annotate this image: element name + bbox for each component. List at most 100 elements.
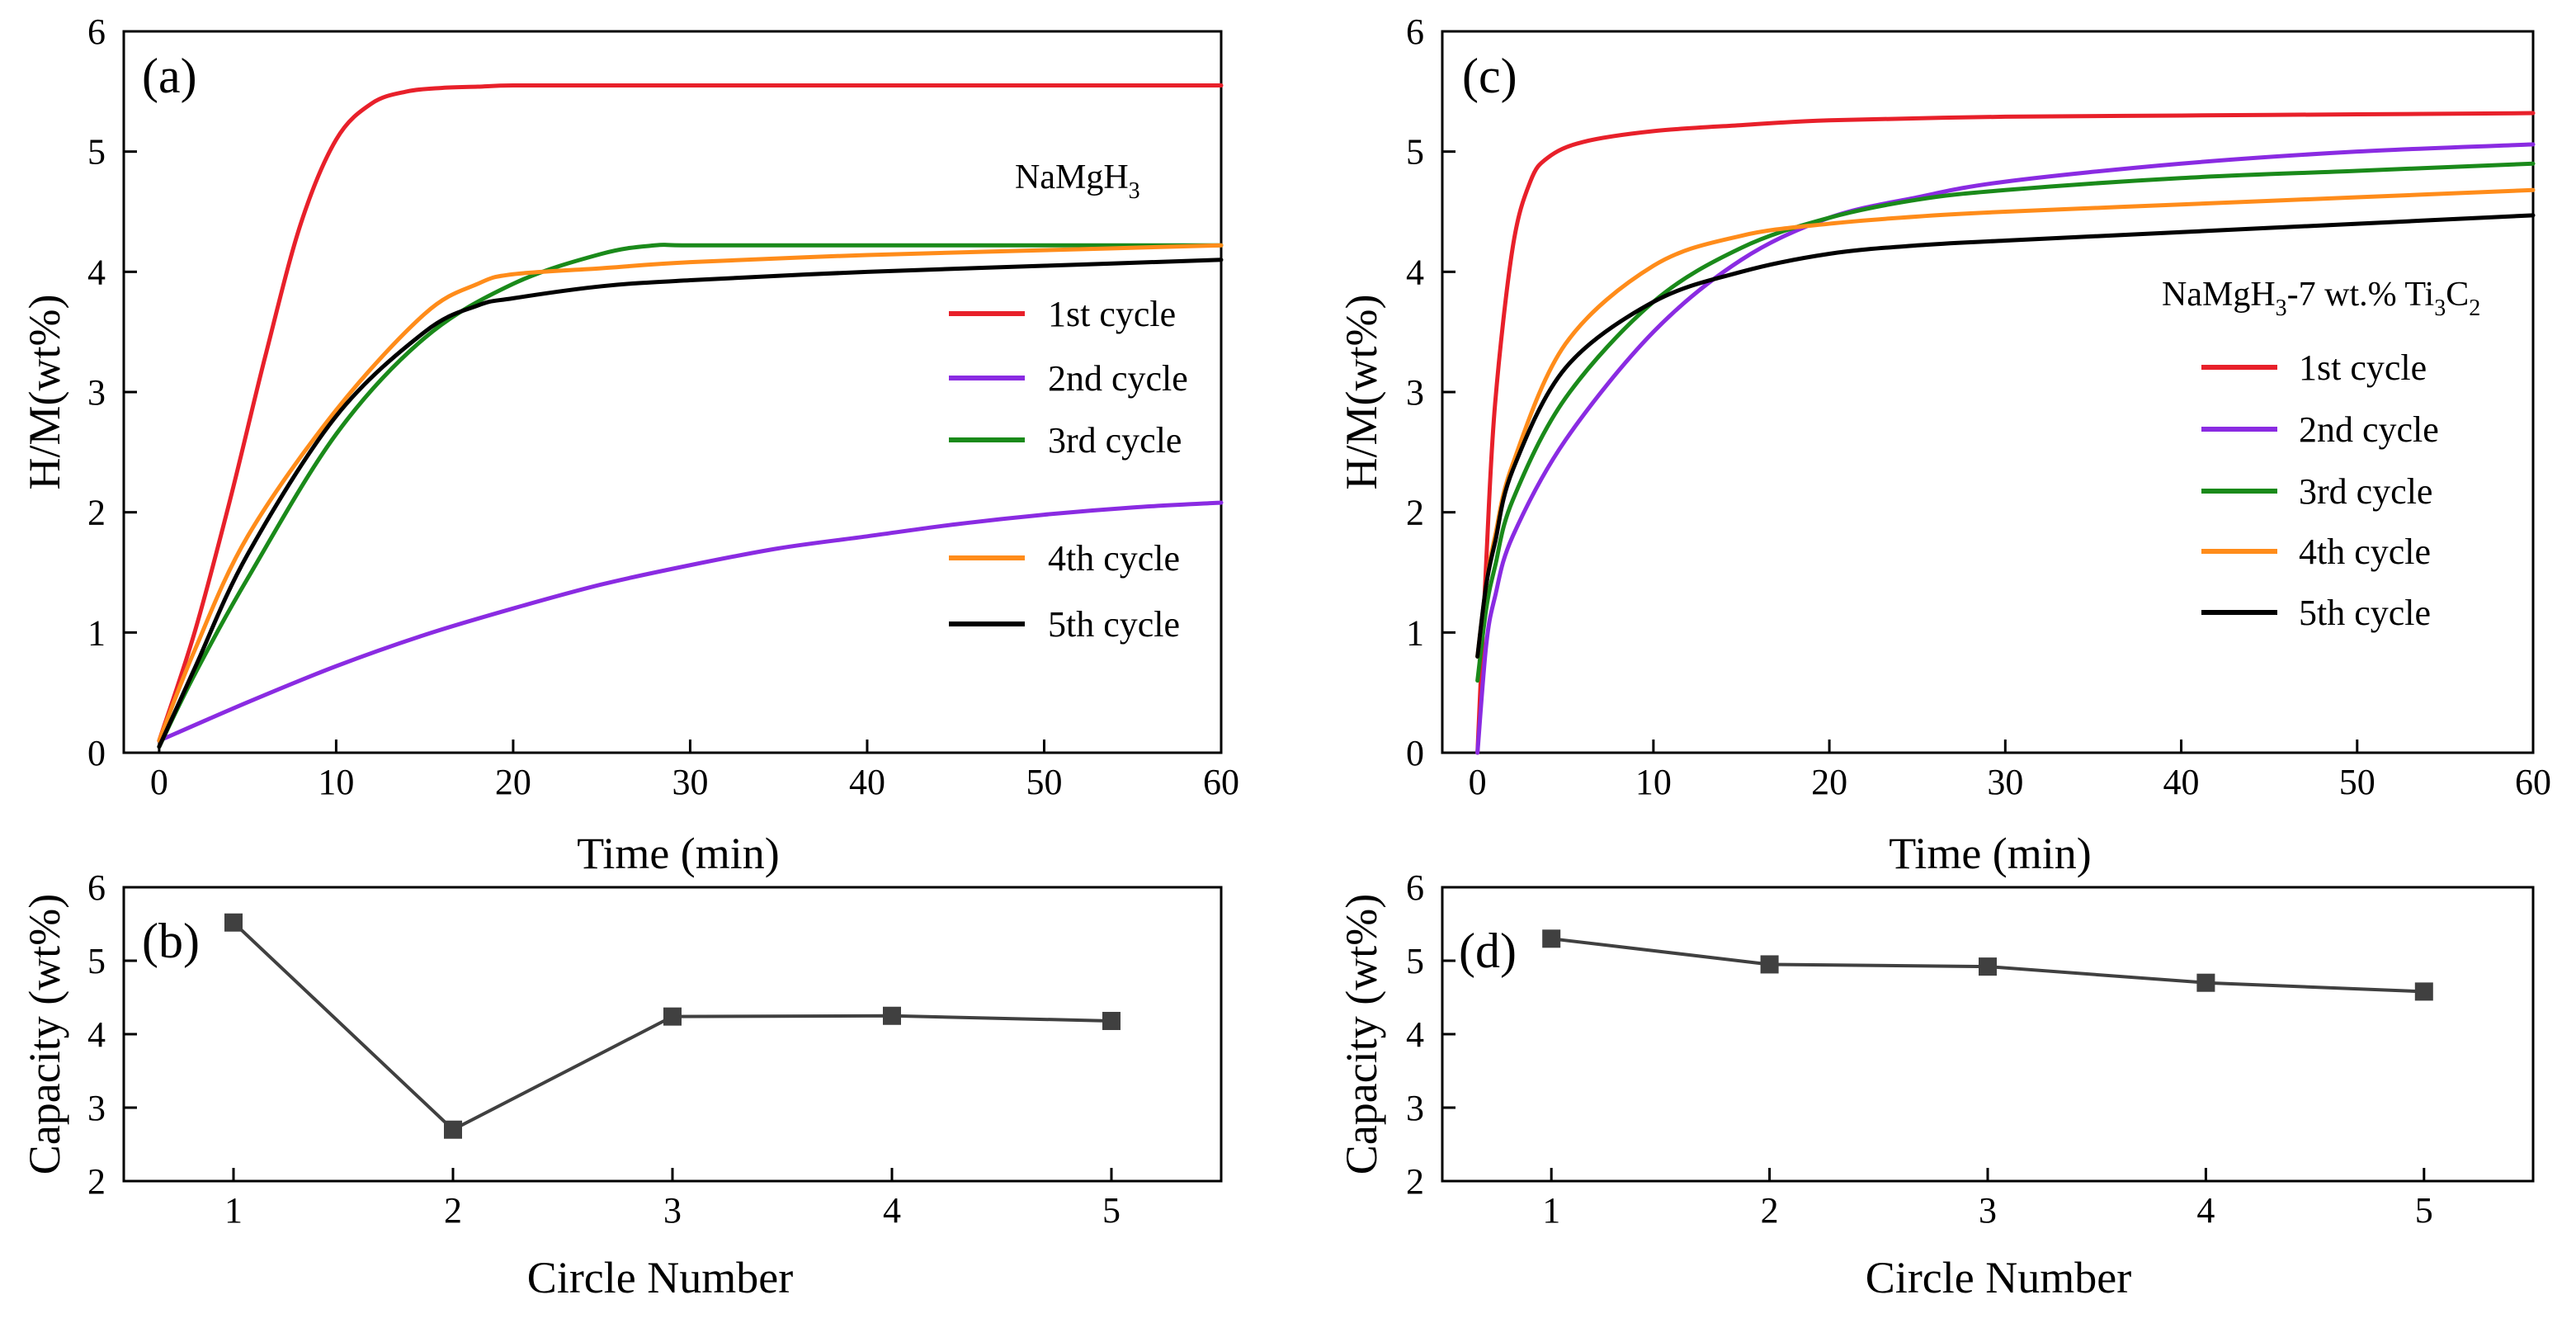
legend-label-5: 5th cycle	[1048, 604, 1180, 645]
y-tick-label: 4	[87, 1014, 106, 1055]
x-tick-label: 60	[1203, 762, 1239, 802]
panel-c: 0 10 20 30 40 50 60 0 1 2 3 4 5 6 (c) NaMgH3-7 wt.% …	[1337, 12, 2551, 878]
capacity-point-1	[1542, 929, 1561, 948]
panel-a-legend: 1st cycle 2nd cycle 3rd cycle 4th cycle 5th …	[949, 294, 1188, 645]
legend-label-1: 1st cycle	[1048, 294, 1176, 334]
panel-d-x-axis-title: Circle Number	[1866, 1253, 2131, 1302]
panel-d-x-ticks: 1 2 3 4 5	[1542, 1168, 2433, 1231]
panel-d-series	[1542, 929, 2433, 1001]
x-tick-label: 40	[849, 762, 885, 802]
legend-label-4: 4th cycle	[2299, 532, 2431, 572]
panel-c-letter: (c)	[1462, 49, 1517, 103]
capacity-point-4	[883, 1006, 901, 1025]
y-tick-label: 5	[1406, 132, 1424, 172]
panel-c-y-axis-title: H/M(wt%)	[1337, 295, 1386, 490]
legend-label-2: 2nd cycle	[2299, 409, 2439, 450]
legend-label-5: 5th cycle	[2299, 593, 2431, 633]
y-tick-label: 2	[1406, 1161, 1424, 1202]
panel-b-y-ticks: 2 3 4 5 6	[87, 867, 137, 1202]
panel-d-frame	[1441, 886, 2535, 1183]
panel-b: 1 2 3 4 5 2 3 4 5 6 (b) Circle Number Capacity (…	[20, 867, 1223, 1302]
y-tick-label: 5	[1406, 941, 1424, 981]
series-line-2	[1475, 142, 2536, 755]
y-tick-label: 1	[87, 612, 106, 653]
panel-c-x-ticks: 0 10 20 30 40 50 60	[1469, 740, 2551, 802]
x-tick-label: 0	[1469, 762, 1487, 802]
capacity-point-3	[663, 1007, 682, 1026]
legend-label-1: 1st cycle	[2299, 347, 2427, 388]
y-tick-label: 6	[87, 12, 106, 52]
y-tick-label: 4	[1406, 1014, 1424, 1055]
series-line-3	[157, 243, 1224, 749]
series-line-5	[157, 258, 1224, 749]
x-tick-label: 10	[318, 762, 354, 802]
x-tick-label: 50	[2339, 762, 2375, 802]
x-tick-label: 1	[1542, 1190, 1560, 1231]
panel-c-legend: 1st cycle 2nd cycle 3rd cycle 4th cycle 5th …	[2201, 347, 2439, 633]
capacity-point-4	[2196, 973, 2215, 992]
y-tick-label: 6	[87, 867, 106, 908]
panel-a-series	[157, 83, 1224, 749]
y-tick-label: 2	[87, 1161, 106, 1202]
legend-label-3: 3rd cycle	[2299, 471, 2432, 512]
capacity-point-2	[1760, 955, 1779, 974]
panel-c-annotation: NaMgH3-7 wt.% Ti3C2	[2162, 276, 2480, 321]
legend-label-3: 3rd cycle	[1048, 420, 1182, 461]
x-tick-label: 5	[2415, 1190, 2433, 1231]
y-tick-label: 3	[87, 1088, 106, 1128]
y-tick-label: 5	[87, 941, 106, 981]
panel-d: 1 2 3 4 5 2 3 4 5 6 (d) Circle Number Capacity (…	[1337, 867, 2535, 1302]
y-tick-label: 3	[87, 372, 106, 413]
y-tick-label: 6	[1406, 12, 1424, 52]
panel-c-y-ticks: 0 1 2 3 4 5 6	[1406, 12, 1455, 773]
y-tick-label: 6	[1406, 867, 1424, 908]
y-tick-label: 4	[87, 252, 106, 292]
series-line-2	[157, 500, 1224, 743]
x-tick-label: 40	[2163, 762, 2200, 802]
panel-b-x-ticks: 1 2 3 4 5	[224, 1168, 1121, 1231]
panel-a: 0 10 20 30 40 50 60 0 1 2 3 4 5 6 (a) NaMgH3 1st cyc…	[20, 12, 1239, 878]
panel-c-series	[1475, 111, 2536, 755]
panel-a-x-ticks: 0 10 20 30 40 50 60	[150, 740, 1239, 802]
x-tick-label: 1	[224, 1190, 243, 1231]
panel-a-annotation: NaMgH3	[1015, 158, 1140, 204]
panel-b-x-axis-title: Circle Number	[527, 1253, 793, 1302]
capacity-point-1	[224, 913, 243, 932]
y-tick-label: 3	[1406, 372, 1424, 413]
y-tick-label: 0	[1406, 733, 1424, 773]
series-line-1	[1475, 111, 2536, 755]
panel-b-series	[224, 913, 1121, 1139]
x-tick-label: 3	[663, 1190, 682, 1231]
panel-d-y-axis-title: Capacity (wt%)	[1337, 894, 1386, 1174]
y-tick-label: 4	[1406, 252, 1424, 292]
panel-c-frame	[1441, 30, 2535, 754]
capacity-point-2	[444, 1120, 462, 1139]
panel-d-letter: (d)	[1459, 924, 1517, 978]
x-tick-label: 10	[1635, 762, 1672, 802]
x-tick-label: 0	[150, 762, 168, 802]
x-tick-label: 4	[2196, 1190, 2215, 1231]
capacity-line	[232, 921, 1112, 1132]
y-tick-label: 5	[87, 132, 106, 172]
x-tick-label: 5	[1102, 1190, 1121, 1231]
capacity-point-3	[1979, 957, 1997, 976]
panel-a-letter: (a)	[142, 49, 197, 103]
legend-label-2: 2nd cycle	[1048, 358, 1188, 399]
x-tick-label: 4	[883, 1190, 901, 1231]
x-tick-label: 30	[672, 762, 708, 802]
x-tick-label: 60	[2515, 762, 2551, 802]
y-tick-label: 1	[1406, 612, 1424, 653]
x-tick-label: 20	[495, 762, 531, 802]
series-line-5	[1475, 213, 2536, 659]
x-tick-label: 2	[444, 1190, 462, 1231]
x-tick-label: 50	[1026, 762, 1062, 802]
legend-label-4: 4th cycle	[1048, 538, 1180, 579]
y-tick-label: 3	[1406, 1088, 1424, 1128]
panel-a-y-ticks: 0 1 2 3 4 5 6	[87, 12, 137, 773]
panel-b-letter: (b)	[142, 914, 200, 968]
panel-a-y-axis-title: H/M(wt%)	[20, 295, 69, 490]
capacity-point-5	[2414, 982, 2433, 1001]
panel-a-x-axis-title: Time (min)	[577, 829, 780, 878]
panel-c-x-axis-title: Time (min)	[1889, 829, 2092, 878]
